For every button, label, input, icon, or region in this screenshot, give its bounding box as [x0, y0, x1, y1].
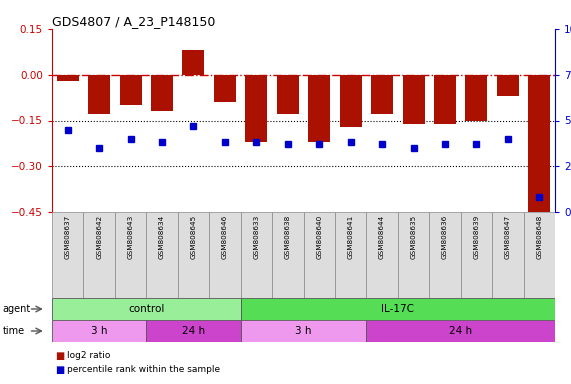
- Text: agent: agent: [2, 304, 30, 314]
- Text: time: time: [2, 326, 25, 336]
- Bar: [115, 212, 146, 298]
- Bar: [340, 75, 361, 127]
- Bar: [83, 212, 115, 298]
- Bar: [492, 212, 524, 298]
- Bar: [57, 75, 79, 81]
- Bar: [524, 212, 555, 298]
- Bar: [52, 298, 240, 319]
- Text: 3 h: 3 h: [295, 326, 312, 336]
- Bar: [403, 75, 424, 124]
- Bar: [52, 320, 146, 341]
- Bar: [434, 75, 456, 124]
- Bar: [465, 75, 488, 121]
- Bar: [151, 75, 173, 111]
- Bar: [178, 212, 209, 298]
- Bar: [304, 212, 335, 298]
- Bar: [367, 212, 398, 298]
- Bar: [209, 212, 240, 298]
- Bar: [272, 212, 304, 298]
- Text: GSM808642: GSM808642: [96, 215, 102, 259]
- Bar: [367, 320, 555, 341]
- Text: ■: ■: [55, 351, 64, 361]
- Bar: [146, 212, 178, 298]
- Bar: [461, 212, 492, 298]
- Bar: [371, 75, 393, 114]
- Bar: [88, 75, 110, 114]
- Text: log2 ratio: log2 ratio: [67, 351, 111, 361]
- Bar: [240, 212, 272, 298]
- Text: percentile rank within the sample: percentile rank within the sample: [67, 366, 220, 374]
- Bar: [246, 75, 267, 142]
- Text: GDS4807 / A_23_P148150: GDS4807 / A_23_P148150: [52, 15, 215, 28]
- Bar: [240, 320, 367, 341]
- Bar: [528, 75, 550, 218]
- Bar: [429, 212, 461, 298]
- Text: GSM808634: GSM808634: [159, 215, 165, 259]
- Text: GSM808637: GSM808637: [65, 215, 71, 259]
- Text: GSM808646: GSM808646: [222, 215, 228, 259]
- Bar: [277, 75, 299, 114]
- Bar: [183, 50, 204, 75]
- Bar: [146, 320, 240, 341]
- Text: GSM808638: GSM808638: [285, 215, 291, 259]
- Bar: [240, 298, 555, 319]
- Text: GSM808639: GSM808639: [473, 215, 480, 259]
- Bar: [335, 212, 367, 298]
- Text: 24 h: 24 h: [182, 326, 205, 336]
- Bar: [52, 212, 83, 298]
- Bar: [398, 212, 429, 298]
- Bar: [119, 75, 142, 105]
- Bar: [497, 75, 519, 96]
- Text: GSM808644: GSM808644: [379, 215, 385, 259]
- Text: ■: ■: [55, 365, 64, 375]
- Text: GSM808648: GSM808648: [536, 215, 542, 259]
- Text: 24 h: 24 h: [449, 326, 472, 336]
- Text: GSM808635: GSM808635: [411, 215, 416, 259]
- Bar: [214, 75, 236, 102]
- Bar: [308, 75, 330, 142]
- Text: 3 h: 3 h: [91, 326, 107, 336]
- Text: GSM808636: GSM808636: [442, 215, 448, 259]
- Text: GSM808633: GSM808633: [254, 215, 259, 259]
- Text: GSM808645: GSM808645: [191, 215, 196, 259]
- Text: control: control: [128, 304, 164, 314]
- Text: GSM808641: GSM808641: [348, 215, 353, 259]
- Text: IL-17C: IL-17C: [381, 304, 415, 314]
- Text: GSM808640: GSM808640: [316, 215, 322, 259]
- Text: GSM808647: GSM808647: [505, 215, 511, 259]
- Text: GSM808643: GSM808643: [127, 215, 134, 259]
